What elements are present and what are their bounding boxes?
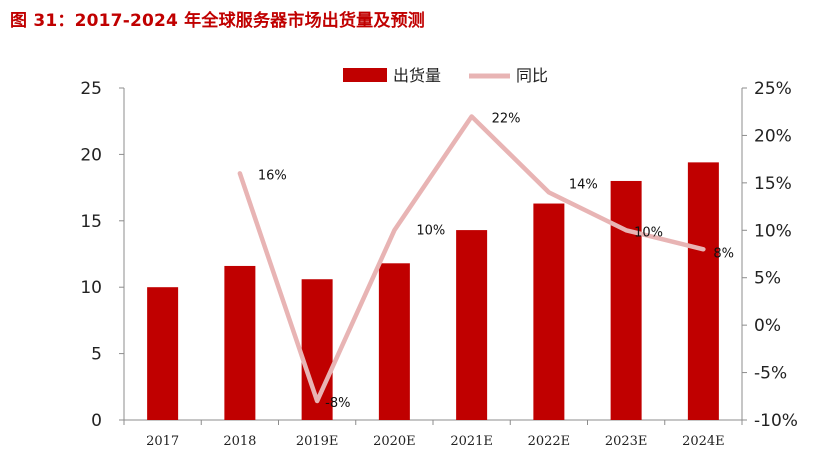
y-right-tick-label: 10%	[754, 221, 792, 241]
line-data-label: 10%	[416, 223, 445, 238]
y-right-tick-label: 15%	[754, 174, 792, 194]
bar	[147, 287, 179, 420]
x-tick-label: 2021E	[450, 434, 493, 449]
y-left-tick-label: 25	[80, 79, 102, 99]
x-tick-label: 2023E	[605, 434, 648, 449]
y-right-tick-label: 5%	[754, 269, 781, 289]
yoy-line	[237, 114, 706, 404]
axes: 0 5 10 15 20 25 -10% -5% 0% 5% 10% 15% 20% 25% 2017 201…	[80, 79, 798, 449]
legend-label-bar: 出货量	[393, 66, 441, 85]
line-data-label: 10%	[634, 225, 663, 240]
x-tick-label: 2022E	[528, 434, 571, 449]
y-left-tick-label: 5	[91, 345, 102, 365]
x-tick-label: 2019E	[296, 434, 339, 449]
y-right-tick-label: 20%	[754, 126, 792, 146]
bar	[378, 263, 410, 420]
line-series	[237, 114, 706, 404]
y-right-tick-label: -5%	[754, 364, 787, 384]
line-data-label: 14%	[569, 177, 598, 192]
y-right-tick-label: 25%	[754, 79, 792, 99]
bar	[533, 203, 565, 420]
legend-label-line: 同比	[516, 66, 548, 85]
legend-swatch-bar	[343, 68, 387, 82]
chart-title: 图 31：2017-2024 年全球服务器市场出货量及预测	[10, 11, 425, 31]
y-left-tick-label: 0	[91, 411, 102, 431]
line-data-label: 22%	[492, 111, 521, 126]
y-left-tick-label: 20	[80, 145, 102, 165]
y-right-tick-label: 0%	[754, 316, 781, 336]
x-tick-label: 2020E	[373, 434, 416, 449]
bar	[224, 265, 256, 420]
line-data-label: 16%	[258, 168, 287, 183]
x-tick-label: 2018	[223, 434, 256, 449]
y-left-tick-label: 15	[80, 212, 102, 232]
legend: 出货量 同比	[343, 66, 548, 85]
line-data-label: -8%	[325, 396, 350, 411]
bar-series	[147, 162, 719, 421]
bar	[687, 162, 719, 421]
line-data-label: 8%	[713, 246, 734, 261]
y-left-tick-label: 10	[80, 278, 102, 298]
x-tick-label: 2024E	[682, 434, 725, 449]
x-tick-label: 2017	[146, 434, 179, 449]
bar	[456, 230, 488, 420]
bar	[610, 180, 642, 420]
data-labels: 16% -8% 10% 22% 14% 10% 8%	[258, 111, 734, 411]
y-right-tick-label: -10%	[754, 411, 798, 431]
